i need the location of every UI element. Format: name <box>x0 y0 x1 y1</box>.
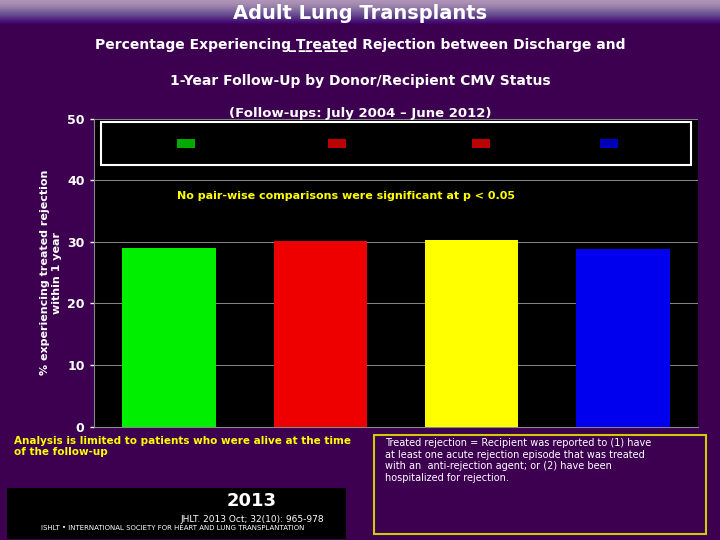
FancyBboxPatch shape <box>374 435 706 535</box>
Text: Percentage Experiencing ̲T̲r̲e̲a̲t̲e̲d Rejection between Discharge and: Percentage Experiencing ̲T̲r̲e̲a̲t̲e̲d R… <box>95 38 625 52</box>
Text: JHLT. 2013 Oct; 32(10): 965-978: JHLT. 2013 Oct; 32(10): 965-978 <box>180 515 324 524</box>
Bar <box>177 139 195 148</box>
Bar <box>600 139 618 148</box>
Text: ISHLT • INTERNATIONAL SOCIETY FOR HEART AND LUNG TRANSPLANTATION: ISHLT • INTERNATIONAL SOCIETY FOR HEART … <box>41 525 305 531</box>
Bar <box>7 488 346 539</box>
Text: (Follow-ups: July 2004 – June 2012): (Follow-ups: July 2004 – June 2012) <box>229 107 491 120</box>
Text: 1-Year Follow-Up by Donor/Recipient CMV Status: 1-Year Follow-Up by Donor/Recipient CMV … <box>170 73 550 87</box>
Y-axis label: % experiencing treated rejection
within 1 year: % experiencing treated rejection within … <box>40 170 61 375</box>
FancyBboxPatch shape <box>101 122 690 165</box>
Bar <box>328 139 346 148</box>
Text: Analysis is limited to patients who were alive at the time
of the follow-up: Analysis is limited to patients who were… <box>14 436 351 457</box>
Bar <box>576 249 670 427</box>
Text: 2013: 2013 <box>227 492 277 510</box>
Bar <box>425 240 518 427</box>
Text: Adult Lung Transplants: Adult Lung Transplants <box>233 4 487 23</box>
Text: No pair-wise comparisons were significant at p < 0.05: No pair-wise comparisons were significan… <box>177 191 515 201</box>
Bar <box>122 248 216 427</box>
Bar <box>274 241 367 427</box>
Bar <box>472 139 490 148</box>
Text: Treated rejection = Recipient was reported to (1) have
at least one acute reject: Treated rejection = Recipient was report… <box>385 438 652 483</box>
